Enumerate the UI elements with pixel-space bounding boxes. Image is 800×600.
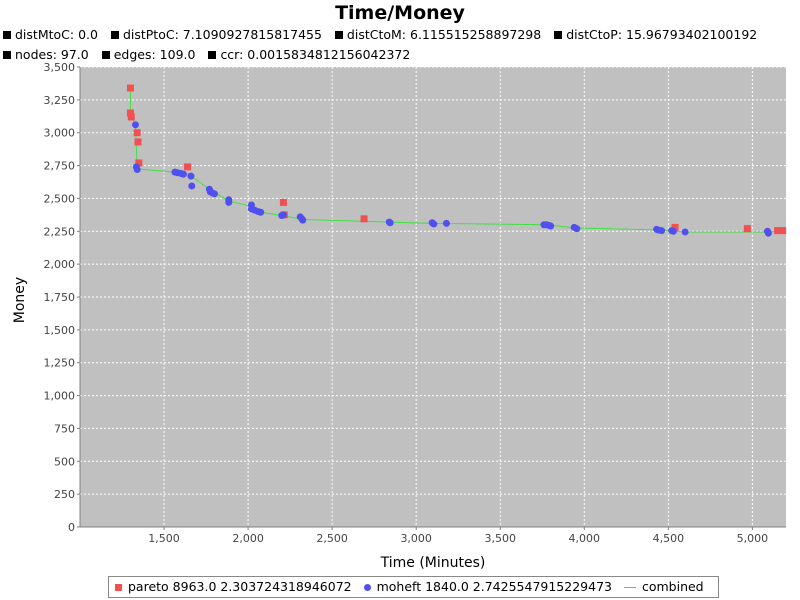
y-tick-label: 250 <box>54 488 75 501</box>
x-tick-label: 3,500 <box>484 532 516 545</box>
y-tick-label: 500 <box>54 455 75 468</box>
info-square-icon <box>554 30 563 39</box>
moheft-point <box>681 228 689 236</box>
pareto-point <box>279 198 287 206</box>
moheft-point <box>547 222 555 230</box>
info-square-icon <box>208 50 217 59</box>
x-tick-label: 3,000 <box>400 532 432 545</box>
info-line-2: nodes: 97.0 edges: 109.0 ccr: 0.00158348… <box>0 47 416 62</box>
y-tick-label: 3,500 <box>44 61 76 74</box>
y-tick-label: 2,750 <box>44 160 76 173</box>
y-tick-label: 1,250 <box>44 357 76 370</box>
info-item-distptoc: distPtoC: 7.1090927815817455 <box>110 27 322 42</box>
info-line-1: distMtoC: 0.0 distPtoC: 7.10909278158174… <box>0 27 763 42</box>
info-square-icon <box>3 30 11 39</box>
y-tick-label: 750 <box>54 422 75 435</box>
info-item-nodes: nodes: 97.0 <box>3 47 89 62</box>
moheft-point <box>669 227 677 235</box>
x-tick-label: 4,500 <box>653 532 685 545</box>
pareto-point <box>671 223 679 231</box>
moheft-point <box>210 190 218 198</box>
moheft-point <box>257 208 265 216</box>
y-tick-label: 1,500 <box>44 324 76 337</box>
moheft-point <box>430 220 438 228</box>
info-item-distctom: distCtoM: 6.115515258897298 <box>334 27 541 42</box>
chart-title: Time/Money <box>335 2 465 24</box>
y-tick-label: 2,000 <box>44 258 76 271</box>
info-square-icon <box>334 30 343 39</box>
x-tick-label: 5,000 <box>737 532 769 545</box>
y-axis-label: Money <box>12 277 28 323</box>
y-tick-label: 2,250 <box>44 225 76 238</box>
x-axis-label: Time (Minutes) <box>380 555 486 571</box>
moheft-point <box>225 198 233 206</box>
y-tick-label: 1,750 <box>44 291 76 304</box>
info-square-icon <box>110 30 119 39</box>
info-square-icon <box>3 50 11 59</box>
x-tick-label: 2,500 <box>316 532 348 545</box>
pareto-point <box>126 109 134 117</box>
moheft-point <box>131 121 139 129</box>
info-square-icon <box>101 50 110 59</box>
pareto-point <box>127 113 135 121</box>
y-tick-label: 3,250 <box>44 94 76 107</box>
series-layer <box>126 84 787 237</box>
moheft-point <box>299 216 307 224</box>
pareto-point <box>135 159 143 167</box>
x-tick-label: 1,500 <box>148 532 180 545</box>
pareto-point <box>133 129 141 137</box>
square-marker-icon <box>115 584 122 591</box>
y-tick-label: 3,000 <box>44 127 76 140</box>
axes: 1,500 2,000 2,500 3,000 3,500 4,000 4,500 5,000… <box>44 61 786 545</box>
moheft-point <box>658 227 666 235</box>
moheft-point <box>187 172 195 180</box>
y-tick-label: 1,000 <box>44 390 76 403</box>
moheft-point <box>573 225 581 233</box>
moheft-point <box>764 229 772 237</box>
moheft-point <box>188 182 196 190</box>
pareto-point <box>126 84 134 92</box>
info-item-ccr: ccr: 0.0015834812156042372 <box>208 47 410 62</box>
legend: pareto 8963.0 2.303724318946072 moheft 1… <box>108 576 719 598</box>
pareto-point <box>134 138 142 146</box>
y-tick-label: 0 <box>68 521 75 534</box>
pareto-point <box>743 225 751 233</box>
pareto-point <box>779 227 787 235</box>
y-tick-label: 2,500 <box>44 192 76 205</box>
circle-marker-icon <box>363 584 371 591</box>
line-marker-icon <box>623 587 636 588</box>
x-tick-label: 4,000 <box>569 532 601 545</box>
legend-item-moheft: moheft 1840.0 2.7425547915229473 <box>363 577 612 597</box>
moheft-point <box>179 170 187 178</box>
info-item-distmtoc: distMtoC: 0.0 <box>3 27 98 42</box>
legend-item-pareto: pareto 8963.0 2.303724318946072 <box>115 577 352 597</box>
moheft-point <box>442 219 450 227</box>
x-tick-label: 2,000 <box>232 532 264 545</box>
moheft-point <box>279 211 287 219</box>
pareto-point <box>774 227 782 235</box>
moheft-point <box>386 219 394 227</box>
moheft-point <box>133 166 141 174</box>
legend-item-combined: combined <box>623 577 704 597</box>
info-item-distctop: distCtoP: 15.96793402100192 <box>554 27 757 42</box>
info-item-edges: edges: 109.0 <box>101 47 195 62</box>
pareto-point <box>184 163 192 171</box>
pareto-point <box>360 215 368 223</box>
